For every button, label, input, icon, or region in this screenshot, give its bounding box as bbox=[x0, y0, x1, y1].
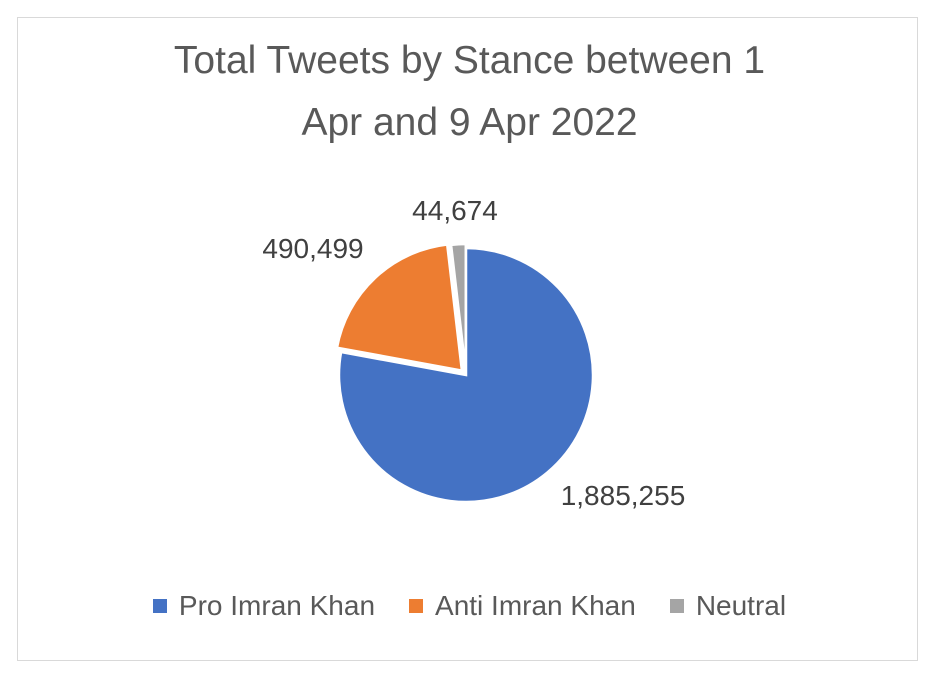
legend-item-neutral: Neutral bbox=[669, 590, 787, 622]
legend-item-anti: Anti Imran Khan bbox=[409, 590, 636, 622]
chart-title: Total Tweets by Stance between 1 Apr and… bbox=[0, 30, 939, 154]
chart-title-line-2: Apr and 9 Apr 2022 bbox=[301, 101, 638, 144]
legend-swatch-neutral bbox=[669, 599, 684, 613]
pie-data-label-0: 1,885,255 bbox=[561, 480, 686, 511]
pie-slice-2 bbox=[449, 242, 468, 372]
pie-slice-1 bbox=[335, 243, 464, 373]
legend-label-anti: Anti Imran Khan bbox=[435, 590, 636, 621]
legend-label-neutral: Neutral bbox=[695, 590, 787, 621]
chart-title-line-1: Total Tweets by Stance between 1 bbox=[173, 39, 766, 82]
pie-data-label-2: 44,674 bbox=[412, 195, 498, 226]
chart-legend: Pro Imran Khan Anti Imran Khan Neutral bbox=[0, 588, 939, 624]
legend-item-pro: Pro Imran Khan bbox=[152, 590, 376, 622]
legend-label-pro: Pro Imran Khan bbox=[178, 590, 376, 621]
legend-swatch-anti bbox=[409, 599, 424, 613]
pie-data-label-1: 490,499 bbox=[262, 233, 363, 264]
pie-slice-0 bbox=[337, 246, 595, 504]
legend-swatch-pro bbox=[152, 599, 167, 613]
